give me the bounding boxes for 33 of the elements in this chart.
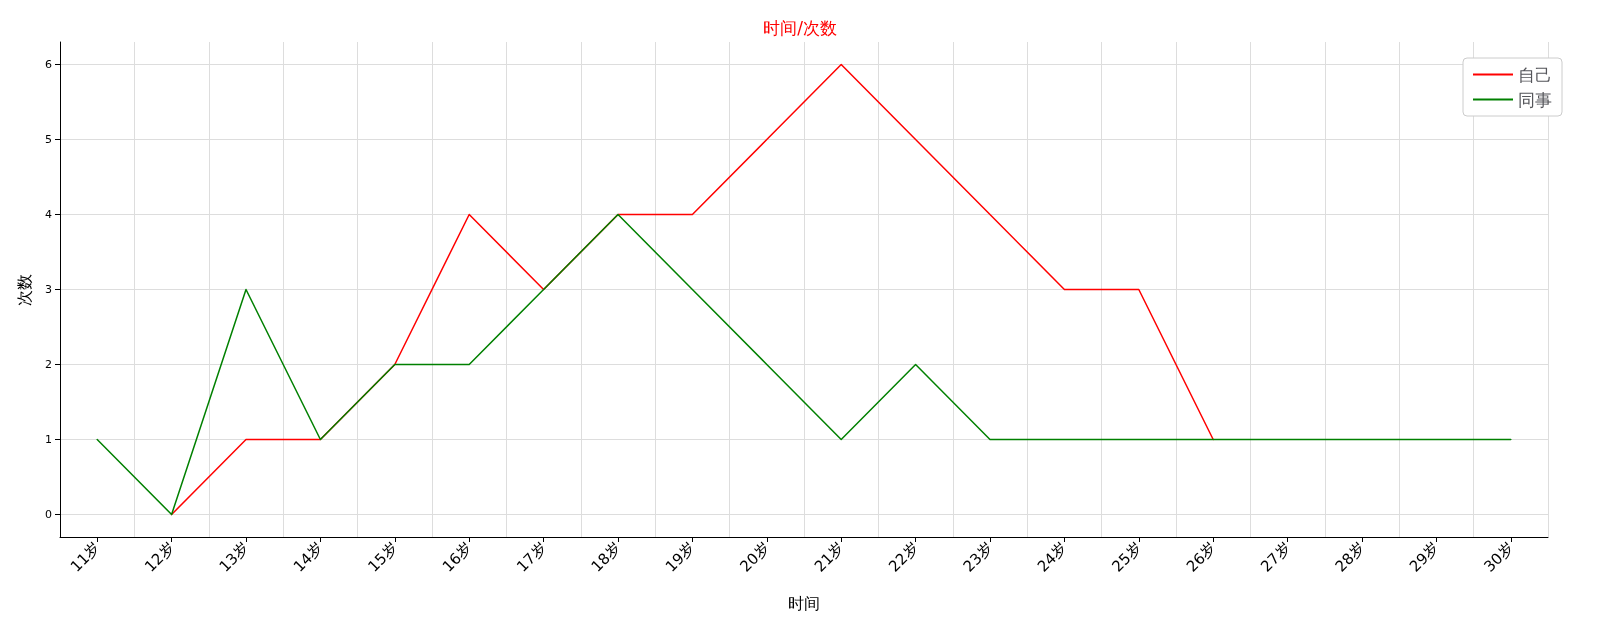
y-axis-title: 次数 [14, 273, 34, 306]
x-tick-label: 11岁 [66, 538, 104, 576]
y-tick-label: 1 [45, 433, 52, 446]
x-tick-label: 20岁 [736, 538, 774, 576]
y-tick-label: 6 [45, 58, 52, 71]
x-tick-label: 25岁 [1108, 538, 1146, 576]
x-tick-label: 19岁 [661, 538, 699, 576]
x-tick-label: 16岁 [438, 538, 476, 576]
x-tick-label: 18岁 [587, 538, 625, 576]
x-tick-label: 29岁 [1405, 538, 1443, 576]
x-tick-label: 28岁 [1331, 538, 1369, 576]
y-tick-label: 2 [45, 358, 52, 371]
x-tick-label: 30岁 [1480, 538, 1518, 576]
x-tick-label: 27岁 [1257, 538, 1294, 576]
legend-label: 自己 [1518, 64, 1552, 85]
x-tick-label: 17岁 [513, 538, 550, 576]
x-tick-label: 23岁 [959, 538, 997, 576]
legend-label: 同事 [1518, 89, 1552, 110]
x-tick-label: 12岁 [141, 538, 178, 576]
chart-title: 时间/次数 [763, 17, 837, 38]
x-tick-label: 24岁 [1033, 538, 1071, 576]
x-tick-label: 21岁 [810, 538, 848, 576]
x-tick-label: 15岁 [364, 538, 402, 576]
y-tick-label: 0 [45, 508, 52, 521]
y-tick-label: 4 [45, 208, 52, 221]
line-series [96, 213, 1512, 516]
y-tick-label: 5 [45, 133, 52, 146]
x-tick-label: 14岁 [289, 538, 327, 576]
x-axis-title: 时间 [788, 593, 820, 613]
y-tick-label: 3 [45, 283, 52, 296]
x-tick-label: 13岁 [215, 538, 253, 576]
x-tick-label: 26岁 [1182, 538, 1220, 576]
x-tick-label: 22岁 [885, 538, 922, 576]
